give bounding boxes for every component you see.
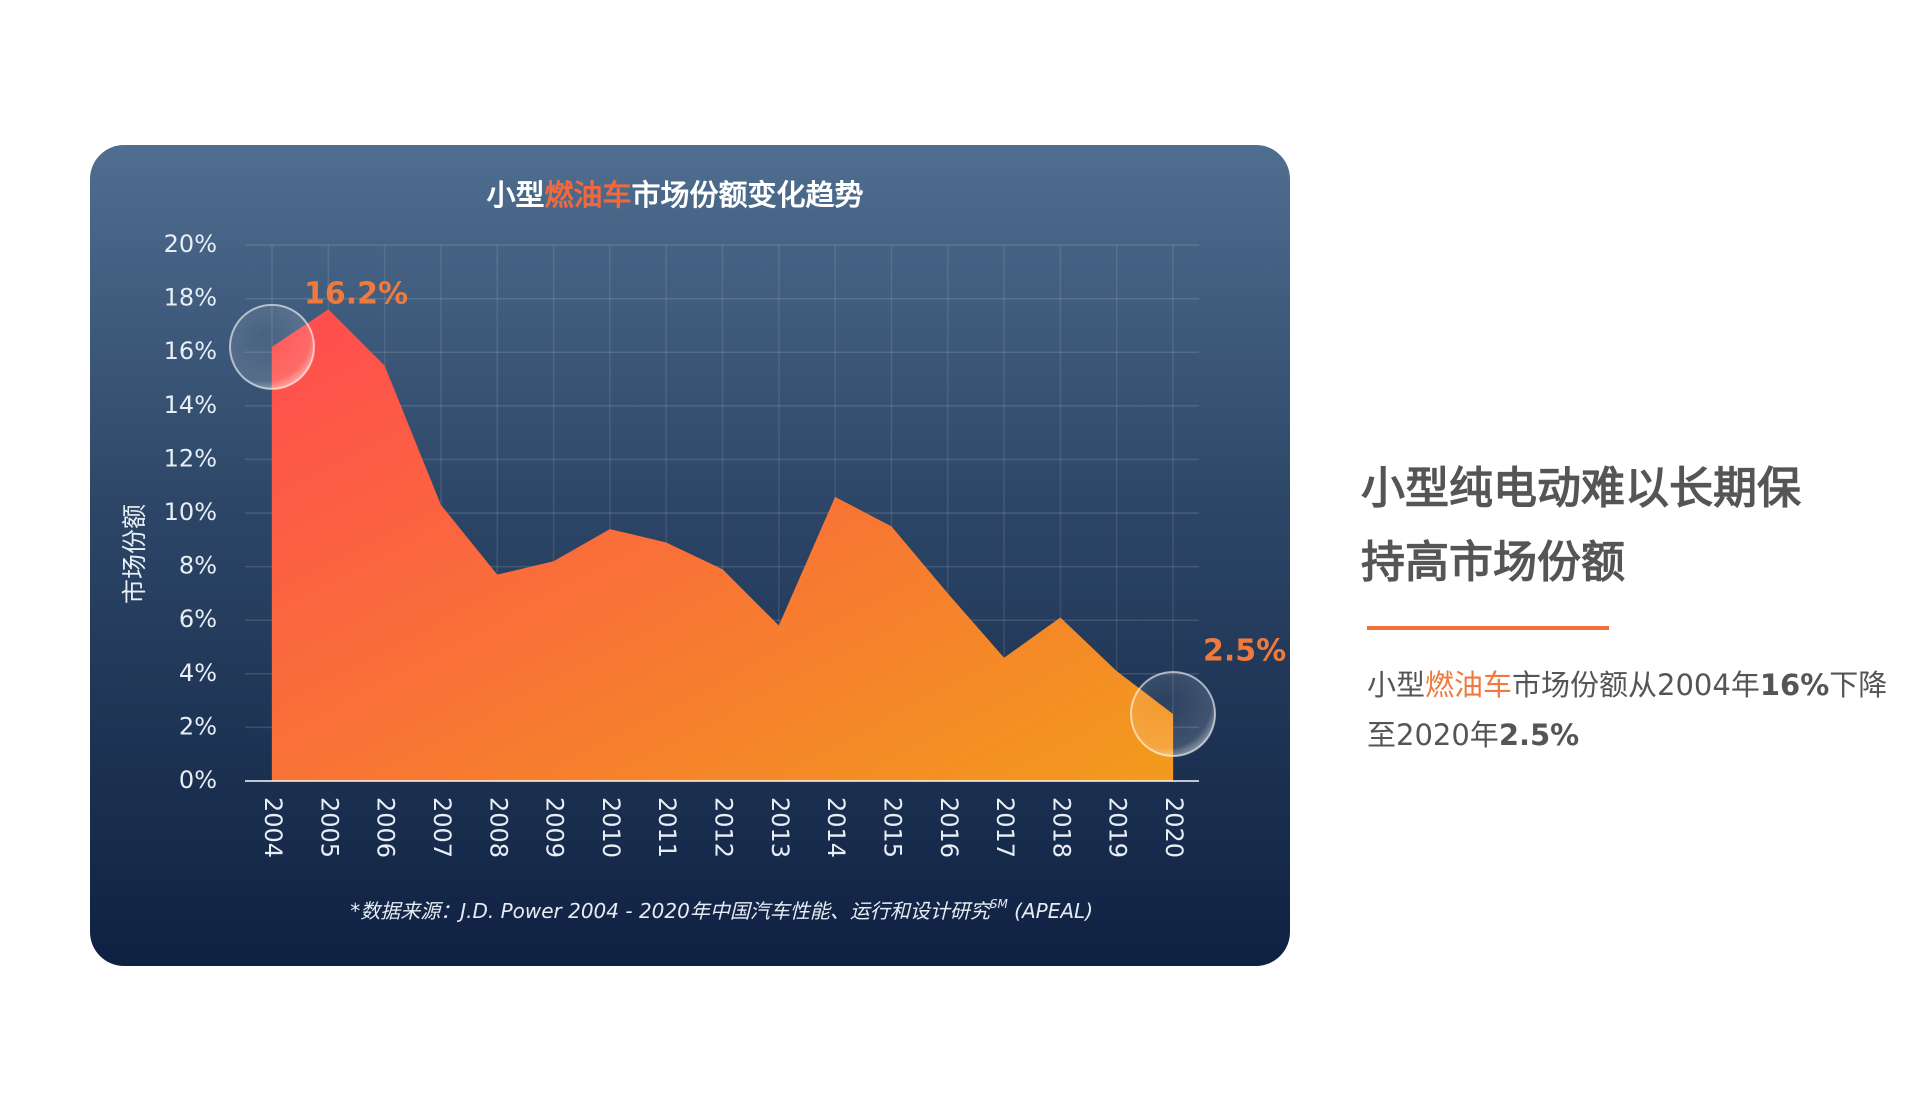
x-tick-label: 2016 xyxy=(935,797,963,858)
chart: 小型燃油车市场份额变化趋势 市场份额 *数据来源：J.D. Power 2004… xyxy=(120,178,1286,923)
title-part: 市场份额变化趋势 xyxy=(632,178,864,212)
x-tick-label: 2012 xyxy=(710,797,738,858)
y-tick-label: 10% xyxy=(164,498,217,526)
source-note: *数据来源：J.D. Power 2004 - 2020年中国汽车性能、运行和设… xyxy=(350,897,1093,923)
area xyxy=(272,309,1173,781)
x-tick-label: 2008 xyxy=(484,797,512,858)
body-text: 市场份额从2004年 xyxy=(1512,668,1760,702)
highlight-bubble xyxy=(1130,671,1216,757)
side-heading: 持高市场份额 xyxy=(1361,537,1625,588)
body-bold: 16% xyxy=(1759,668,1830,702)
source-sup: SM xyxy=(990,897,1009,911)
y-tick-label: 2% xyxy=(179,712,217,740)
chart-title: 小型燃油车市场份额变化趋势 xyxy=(486,178,863,212)
x-tick-label: 2006 xyxy=(372,797,400,858)
chart-card: 小型燃油车市场份额变化趋势 市场份额 *数据来源：J.D. Power 2004… xyxy=(90,145,1290,966)
x-tick-label: 2005 xyxy=(315,797,343,858)
title-part: 小型 xyxy=(486,178,544,212)
y-tick-label: 14% xyxy=(164,391,217,419)
y-tick-label: 16% xyxy=(164,337,217,365)
y-tick-label: 20% xyxy=(164,230,217,258)
y-tick-label: 8% xyxy=(179,552,217,580)
x-tick-label: 2007 xyxy=(428,797,456,858)
source-tail: (APEAL) xyxy=(1008,899,1093,923)
x-tick-label: 2015 xyxy=(878,797,906,858)
x-tick-label: 2013 xyxy=(766,797,794,858)
side-body: 小型燃油车市场份额从2004年16%下降至2020年2.5% xyxy=(1367,660,1907,760)
x-tick-label: 2011 xyxy=(653,797,681,858)
x-tick-label: 2010 xyxy=(597,797,625,858)
y-tick-label: 0% xyxy=(179,766,217,794)
divider xyxy=(1367,626,1609,630)
value-label: 16.2% xyxy=(304,276,408,311)
x-tick-label: 2014 xyxy=(822,797,850,858)
y-axis-title: 市场份额 xyxy=(120,504,149,604)
y-tick-label: 6% xyxy=(179,605,217,633)
source-text: *数据来源：J.D. Power 2004 - 2020年中国汽车性能、运行和设… xyxy=(350,899,993,923)
x-tick-label: 2009 xyxy=(541,797,569,858)
x-tick-label: 2019 xyxy=(1104,797,1132,858)
title-highlight: 燃油车 xyxy=(544,178,631,212)
value-label: 2.5% xyxy=(1203,634,1286,669)
body-bold: 2.5% xyxy=(1498,718,1580,752)
highlight-bubble xyxy=(229,303,315,390)
body-text: 下降至2020年 xyxy=(1367,668,1888,752)
x-tick-label: 2018 xyxy=(1047,797,1075,858)
side-panel: 小型纯电动难以长期保 持高市场份额 小型燃油车市场份额从2004年16%下降至2… xyxy=(1361,452,1921,760)
x-tick-label: 2004 xyxy=(259,797,287,858)
x-tick-label: 2017 xyxy=(991,797,1019,858)
body-highlight: 燃油车 xyxy=(1425,668,1513,702)
y-tick-label: 12% xyxy=(164,444,217,472)
y-tick-label: 18% xyxy=(164,284,217,312)
side-heading: 小型纯电动难以长期保 xyxy=(1361,463,1801,514)
y-tick-label: 4% xyxy=(179,659,217,687)
body-text: 小型 xyxy=(1367,668,1426,702)
x-tick-label: 2020 xyxy=(1160,797,1188,858)
